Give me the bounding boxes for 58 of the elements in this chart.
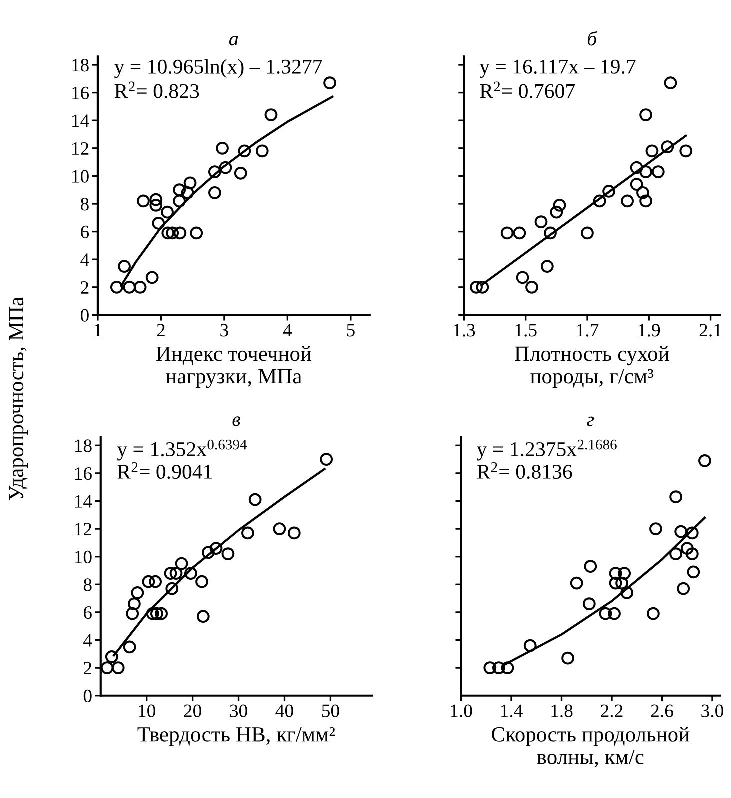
x-tick-label: 1.3 [454,324,476,337]
y-tick-label: 16 [72,86,90,100]
x-tick-label: 50 [322,704,340,718]
y-tick-label: 12 [72,142,89,155]
y-tick-label: 14 [75,495,92,508]
x-axis-title: Скорость продольной волны, км/с [492,726,690,768]
x-tick-label: 20 [184,704,202,718]
x-tick-label: 40 [276,704,294,718]
y-tick-label: 0 [80,309,89,322]
y-axis-title: Ударопрочность, МПа [9,297,28,500]
y-tick-label: 14 [72,114,90,128]
x-tick-label: 5 [347,324,355,337]
annotation: y = 10.965ln(x) – 1.3277 [114,59,322,78]
y-tick-label: 2 [81,282,89,294]
y-tick-label: 12 [75,523,92,536]
x-tick-label: 1.5 [516,324,537,337]
y-tick-label: 4 [84,634,92,647]
y-tick-label: 8 [84,578,92,592]
x-tick-label: 1.0 [451,704,472,718]
y-tick-label: 10 [72,170,89,183]
annotation: y = 16.117x – 19.7 [480,60,636,78]
y-tick-label: 6 [84,606,92,620]
annotation: R$^{2}$= 0.823 [114,82,200,98]
x-tick-label: 4 [283,324,292,337]
x-axis-title: Твердость НВ, кг/мм² [138,727,336,746]
x-tick-label: 1 [94,324,102,337]
x-tick-label: 2 [157,324,165,337]
annotation: R$^{2}$= 0.9041 [118,462,212,480]
x-tick-label: 1.8 [552,704,573,718]
y-tick-label: 0 [84,690,92,703]
chart-title: б [588,31,598,46]
y-tick-label: 16 [75,468,92,480]
x-tick-label: 1.7 [577,324,599,337]
x-tick-label: 2.2 [601,704,623,718]
annotation: y = 1.2375x$^{2.1686}$ [477,440,617,461]
x-axis-title: Индекс точечной нагрузки, МПа [156,346,312,388]
y-tick-label: 18 [75,440,92,452]
x-tick-label: 2.6 [651,704,674,718]
annotation: R$^{2}$= 0.8136 [477,462,572,480]
y-tick-label: 10 [75,550,92,564]
x-tick-label: 1.9 [639,324,660,337]
x-tick-label: 3 [220,324,228,337]
x-tick-label: 10 [139,704,156,718]
chart-title: в [232,416,240,426]
chart-title: а [229,36,238,46]
y-tick-label: 2 [84,662,92,675]
x-tick-label: 1.4 [501,704,523,718]
y-tick-label: 18 [72,59,89,72]
x-axis-title: Плотность сухой породы, г/см³ [515,346,670,388]
y-tick-label: 4 [80,254,90,266]
x-tick-label: 2.1 [700,324,722,337]
chart-title: г [587,416,594,426]
annotation: R$^{2}$= 0.7607 [480,82,576,98]
x-tick-label: 3.0 [702,704,724,718]
y-tick-label: 8 [80,198,89,211]
annotation: y = 1.352x$^{0.6394}$ [117,440,248,461]
y-tick-label: 6 [81,226,90,238]
x-tick-label: 30 [230,704,248,718]
